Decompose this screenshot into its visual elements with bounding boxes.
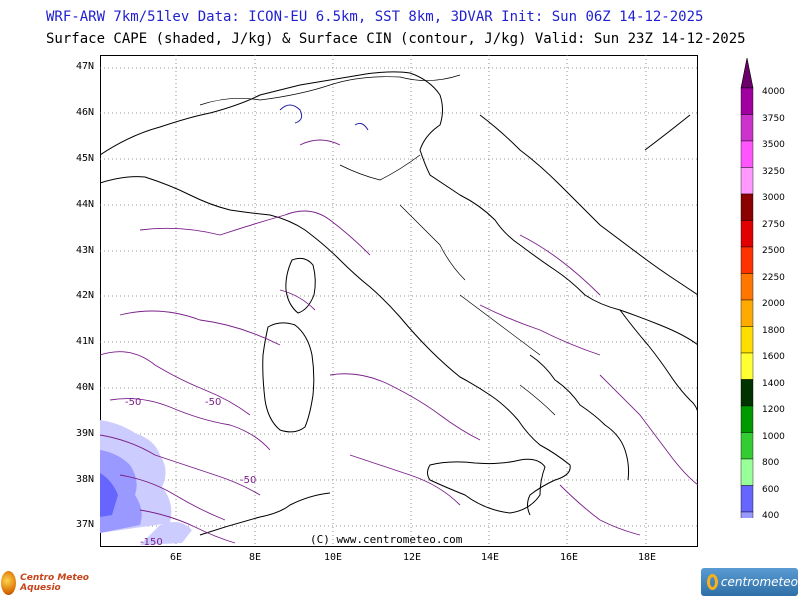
borders bbox=[199, 74, 556, 416]
colorbar bbox=[740, 58, 754, 518]
coastlines bbox=[100, 71, 698, 536]
map-canvas: -50 -50 -50 -150 bbox=[100, 55, 698, 547]
colorbar-swatch bbox=[740, 87, 754, 115]
colorbar-label: 1200 bbox=[762, 405, 785, 415]
cin-label: -50 bbox=[240, 475, 256, 486]
colorbar-label: 600 bbox=[762, 484, 780, 495]
map-frame bbox=[100, 55, 698, 547]
lat-label: 38N bbox=[76, 474, 95, 485]
colorbar-label: 2250 bbox=[762, 272, 785, 283]
colorbar-label: 1600 bbox=[762, 352, 785, 362]
colorbar-swatch bbox=[740, 220, 754, 248]
logo-centrometeo: centrometeo bbox=[701, 568, 798, 596]
cin-contours bbox=[100, 139, 698, 544]
lon-label: 14E bbox=[481, 552, 500, 563]
lakes bbox=[279, 104, 369, 131]
colorbar-swatch bbox=[740, 273, 754, 301]
cin-label-group: -50 -50 -50 -150 bbox=[125, 397, 256, 547]
colorbar-label: 1000 bbox=[762, 431, 785, 442]
colorbar-swatch bbox=[740, 432, 754, 460]
colorbar-swatch bbox=[740, 193, 754, 221]
lat-label: 42N bbox=[76, 290, 95, 301]
lat-label: 40N bbox=[76, 382, 95, 393]
copyright-credit: (C) www.centrometeo.com bbox=[310, 533, 463, 546]
colorbar-swatch bbox=[740, 326, 754, 354]
cape-shading bbox=[100, 420, 192, 545]
colorbar-label: 3750 bbox=[762, 113, 785, 124]
lat-label: 45N bbox=[76, 153, 95, 164]
map-subtitle: Surface CAPE (shaded, J/kg) & Surface CI… bbox=[46, 31, 746, 47]
colorbar-label: 1400 bbox=[762, 378, 785, 389]
lat-label: 46N bbox=[76, 107, 95, 118]
graticule bbox=[100, 55, 698, 547]
colorbar-swatch bbox=[740, 379, 754, 407]
lat-label: 39N bbox=[76, 428, 95, 439]
colorbar-label: 2750 bbox=[762, 219, 785, 230]
map-title: WRF-ARW 7km/51lev Data: ICON-EU 6.5km, S… bbox=[46, 9, 704, 25]
logo-emblem-icon bbox=[1, 571, 17, 595]
colorbar-label: 3000 bbox=[762, 193, 785, 203]
logo-left-text: Centro Meteo Aquesio bbox=[20, 573, 89, 593]
lat-label: 47N bbox=[76, 61, 95, 72]
colorbar-swatch bbox=[740, 485, 754, 513]
lat-label: 37N bbox=[76, 519, 95, 530]
lat-label: 41N bbox=[76, 336, 95, 347]
colorbar-label: 4000 bbox=[762, 87, 785, 97]
logo-right-text: centrometeo bbox=[720, 575, 798, 589]
colorbar-swatch bbox=[740, 458, 754, 486]
colorbar-label: 1800 bbox=[762, 325, 785, 336]
cin-label: -150 bbox=[140, 537, 163, 547]
colorbar-swatch bbox=[740, 405, 754, 433]
cin-label: -50 bbox=[205, 397, 221, 408]
lon-label: 6E bbox=[170, 552, 183, 563]
lat-label: 43N bbox=[76, 245, 95, 256]
lon-label: 16E bbox=[560, 552, 579, 563]
colorbar-swatch bbox=[740, 352, 754, 380]
colorbar-swatch bbox=[740, 167, 754, 195]
colorbar-swatch bbox=[740, 140, 754, 168]
lat-label: 44N bbox=[76, 199, 95, 210]
cin-label: -50 bbox=[125, 397, 141, 408]
colorbar-label: 800 bbox=[762, 458, 780, 468]
colorbar-swatch bbox=[740, 114, 754, 142]
lon-label: 12E bbox=[403, 552, 422, 563]
colorbar-label: 400 bbox=[762, 511, 780, 521]
colorbar-label: 3250 bbox=[762, 166, 785, 177]
colorbar-label: 3500 bbox=[762, 140, 785, 150]
colorbar-top-arrow bbox=[740, 58, 754, 89]
colorbar-swatch bbox=[740, 511, 754, 518]
colorbar-swatch bbox=[740, 299, 754, 327]
colorbar-swatch bbox=[740, 246, 754, 274]
colorbar-label: 2000 bbox=[762, 299, 785, 309]
logo-ring-icon bbox=[707, 574, 718, 590]
lon-label: 10E bbox=[324, 552, 343, 563]
lon-label: 8E bbox=[249, 552, 262, 563]
logo-centro-meteo-aquesio: Centro Meteo Aquesio bbox=[0, 568, 115, 598]
lon-label: 18E bbox=[638, 552, 657, 563]
colorbar-label: 2500 bbox=[762, 246, 785, 256]
